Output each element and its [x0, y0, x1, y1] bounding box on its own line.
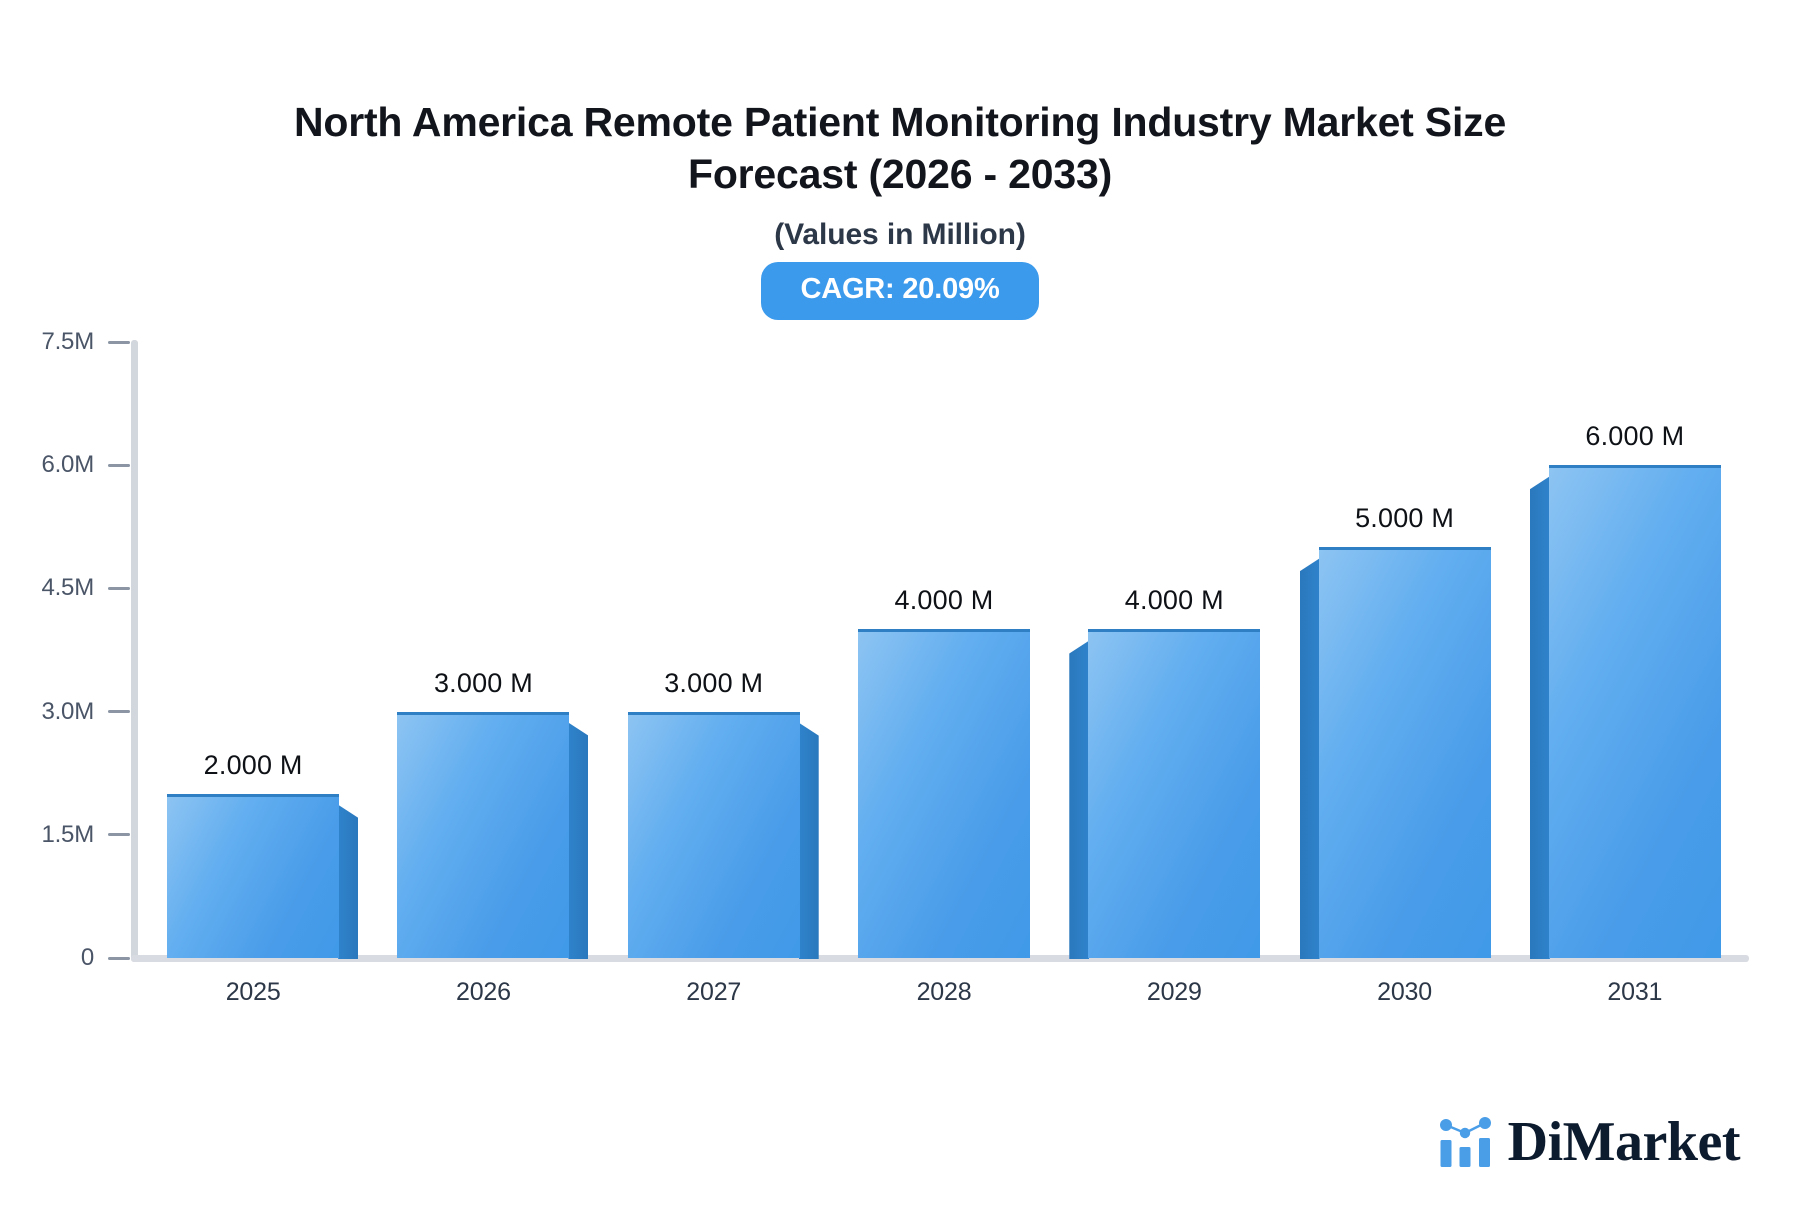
- bar-front-face: [1318, 547, 1491, 958]
- y-axis-tick-label: 3.0M: [41, 697, 94, 725]
- bar-side-face: [798, 722, 819, 959]
- bar-value-label: 4.000 M: [1124, 585, 1224, 616]
- bar-value-label: 4.000 M: [894, 585, 994, 616]
- bar-chart-dots-icon: [1438, 1116, 1494, 1168]
- y-axis-tick-label: 7.5M: [41, 328, 94, 355]
- x-axis-line: [131, 955, 1749, 962]
- bar-front-face: [627, 711, 800, 958]
- bar-series: 2.000 M 3.000 M 3.000 M 4.000 M 4.000 M 5.000…: [138, 330, 1750, 959]
- bar-column[interactable]: 3.000 M: [397, 330, 589, 959]
- bar-2027[interactable]: 3.000 M: [627, 668, 819, 959]
- cagr-badge-wrap: CAGR: 20.09%: [0, 261, 1800, 320]
- y-axis: 0 1.5M 3.0M 4.5M 6.0M 7.5M: [0, 328, 130, 971]
- bar-2026[interactable]: 3.000 M: [397, 668, 589, 959]
- x-axis: 2025 2026 2027 2028 2029 2030 2031: [138, 978, 1750, 1018]
- bar-2031[interactable]: 6.000 M: [1529, 421, 1721, 959]
- bar-2025[interactable]: 2.000 M: [167, 750, 359, 959]
- brand-logo: DiMarket: [1438, 1111, 1741, 1173]
- bar-front-face: [397, 711, 570, 958]
- y-axis-tick: 6.0M: [41, 451, 130, 479]
- chart-subtitle: (Values in Million): [774, 217, 1026, 251]
- bar-side-face: [568, 722, 589, 959]
- bar-side-face: [1299, 558, 1320, 959]
- x-axis-tick-label: 2025: [225, 978, 281, 1006]
- x-axis-tick-label: 2031: [1607, 978, 1663, 1006]
- bar-front-face: [1548, 465, 1721, 958]
- y-axis-tick-label: 0: [80, 944, 94, 971]
- y-axis-tick-mark: [108, 463, 130, 467]
- bar-side-face: [1069, 640, 1090, 959]
- page-title: North America Remote Patient Monitoring …: [293, 99, 1507, 198]
- y-axis-tick: 7.5M: [41, 328, 130, 356]
- y-axis-tick-mark: [108, 340, 130, 344]
- bar-value-label: 5.000 M: [1355, 503, 1455, 534]
- y-axis-tick: 3.0M: [41, 698, 130, 726]
- bar-2029[interactable]: 4.000 M: [1069, 585, 1261, 959]
- y-axis-tick-mark: [108, 956, 130, 960]
- bar-value-label: 6.000 M: [1585, 421, 1685, 452]
- bar-front-face: [1088, 629, 1261, 958]
- x-axis-tick-label: 2029: [1146, 978, 1202, 1006]
- cagr-badge: CAGR: 20.09%: [761, 261, 1039, 320]
- bar-column[interactable]: 2.000 M: [167, 330, 359, 959]
- bar-column[interactable]: 5.000 M: [1299, 330, 1491, 959]
- brand-name: DiMarket: [1507, 1111, 1741, 1173]
- y-axis-tick-mark: [108, 710, 130, 714]
- y-axis-line: [131, 340, 138, 962]
- y-axis-tick-mark: [108, 833, 130, 837]
- bar-front-face: [858, 629, 1030, 958]
- bar-value-label: 2.000 M: [203, 749, 303, 780]
- bar-2028[interactable]: 4.000 M: [858, 585, 1030, 958]
- bar-column[interactable]: 4.000 M: [858, 330, 1030, 958]
- bar-front-face: [167, 793, 340, 958]
- bar-value-label: 3.000 M: [664, 667, 764, 698]
- y-axis-tick: 0: [81, 944, 130, 972]
- x-axis-tick-label: 2026: [456, 978, 511, 1006]
- y-axis-tick-label: 1.5M: [41, 820, 94, 848]
- y-axis-tick: 1.5M: [41, 821, 130, 849]
- bar-value-label: 3.000 M: [433, 667, 533, 698]
- y-axis-tick-mark: [108, 586, 130, 590]
- y-axis-tick-label: 4.5M: [41, 574, 94, 602]
- chart-header: North America Remote Patient Monitoring …: [0, 0, 1800, 320]
- bar-side-face: [1529, 476, 1550, 959]
- x-axis-tick-label: 2028: [916, 978, 972, 1006]
- plot-area: 0 1.5M 3.0M 4.5M 6.0M 7.5M 2.000 M 3.000 M 3.00…: [0, 328, 1800, 1006]
- y-axis-tick: 4.5M: [41, 574, 130, 602]
- bar-2030[interactable]: 5.000 M: [1299, 503, 1491, 959]
- bar-side-face: [338, 804, 359, 959]
- x-axis-tick-label: 2027: [686, 978, 742, 1006]
- bar-column[interactable]: 3.000 M: [627, 330, 819, 959]
- bar-column[interactable]: 6.000 M: [1529, 330, 1721, 959]
- x-axis-tick-label: 2030: [1377, 978, 1432, 1006]
- bar-column[interactable]: 4.000 M: [1069, 330, 1261, 959]
- y-axis-tick-label: 6.0M: [41, 451, 94, 479]
